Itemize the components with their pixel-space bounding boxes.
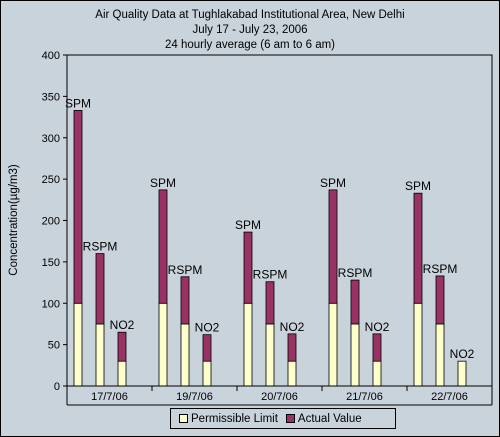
bar-actual [287,333,297,362]
legend-swatch-actual [285,414,295,423]
legend: Permissible Limit Actual Value [170,408,396,429]
chart-title-line-2: July 17 - July 23, 2006 [192,24,307,36]
y-tick-label: 0 [54,381,60,393]
x-category-label: 21/7/06 [346,391,383,403]
bar-actual [117,331,127,362]
chart-title-line-1: Air Quality Data at Tughlakabad Institut… [95,9,404,21]
bar-pollutant-label: SPM [150,176,176,190]
bar-pollutant-label: NO2 [195,321,220,335]
bar-actual [435,275,445,325]
bar-permissible [435,323,445,387]
bar-pollutant-label: NO2 [365,320,390,334]
y-tick-label: 50 [48,340,60,352]
bar-permissible [73,302,83,387]
bar-permissible [287,360,297,387]
bar-actual [350,279,360,325]
x-category-label: 22/7/06 [431,391,468,403]
legend-label-actual: Actual Value [297,412,362,425]
bar-actual [158,189,168,304]
bar-pollutant-label: RSPM [423,262,458,276]
bar-actual [202,334,212,362]
bar-actual [243,231,253,304]
bar-permissible [328,302,338,387]
bar-permissible [180,323,190,387]
y-tick-label: 200 [42,216,60,228]
legend-label-permissible: Permissible Limit [191,412,278,425]
bar-actual [180,276,190,325]
bar-pollutant-label: SPM [235,218,261,232]
bar-pollutant-label: SPM [320,176,346,190]
bar-permissible [95,323,105,387]
bar-pollutant-label: NO2 [110,318,135,332]
x-category-label: 17/7/06 [91,391,128,403]
bar-permissible [202,360,212,387]
bar-actual [95,253,105,325]
bar-actual [413,192,423,304]
bar-permissible [158,302,168,387]
x-category-label: 20/7/06 [261,391,298,403]
bar-permissible [243,302,253,387]
bar-pollutant-label: SPM [65,96,91,110]
bar-permissible [350,323,360,387]
bar-permissible [265,323,275,387]
y-tick-label: 300 [42,133,60,145]
bar-actual [265,281,275,325]
legend-item-actual: Actual Value [285,412,362,425]
x-category-label: 19/7/06 [176,391,213,403]
y-tick-label: 100 [42,298,60,310]
plot-area [66,54,493,387]
y-tick-label: 350 [42,91,60,103]
bar-permissible [117,360,127,387]
bar-pollutant-label: SPM [405,179,431,193]
bar-pollutant-label: RSPM [253,268,288,282]
y-tick-label: 400 [42,50,60,62]
bar-permissible [413,302,423,387]
bar-pollutant-label: RSPM [338,266,373,280]
y-tick-label: 250 [42,174,60,186]
legend-item-permissible: Permissible Limit [179,413,278,425]
bar-actual [372,333,382,362]
bar-actual [328,189,338,304]
chart-title-line-3: 24 hourly average (6 am to 6 am) [165,39,335,51]
bar-permissible [457,360,467,387]
bar-pollutant-label: NO2 [280,320,305,334]
y-axis-label: Concentration(µg/m3) [8,164,20,276]
bar-pollutant-label: NO2 [450,347,475,361]
bar-pollutant-label: RSPM [168,263,203,277]
bar-permissible [372,360,382,387]
bar-pollutant-label: RSPM [83,240,118,254]
bar-actual [73,110,83,304]
legend-swatch-permissible [179,414,188,423]
y-tick-label: 150 [42,257,60,269]
